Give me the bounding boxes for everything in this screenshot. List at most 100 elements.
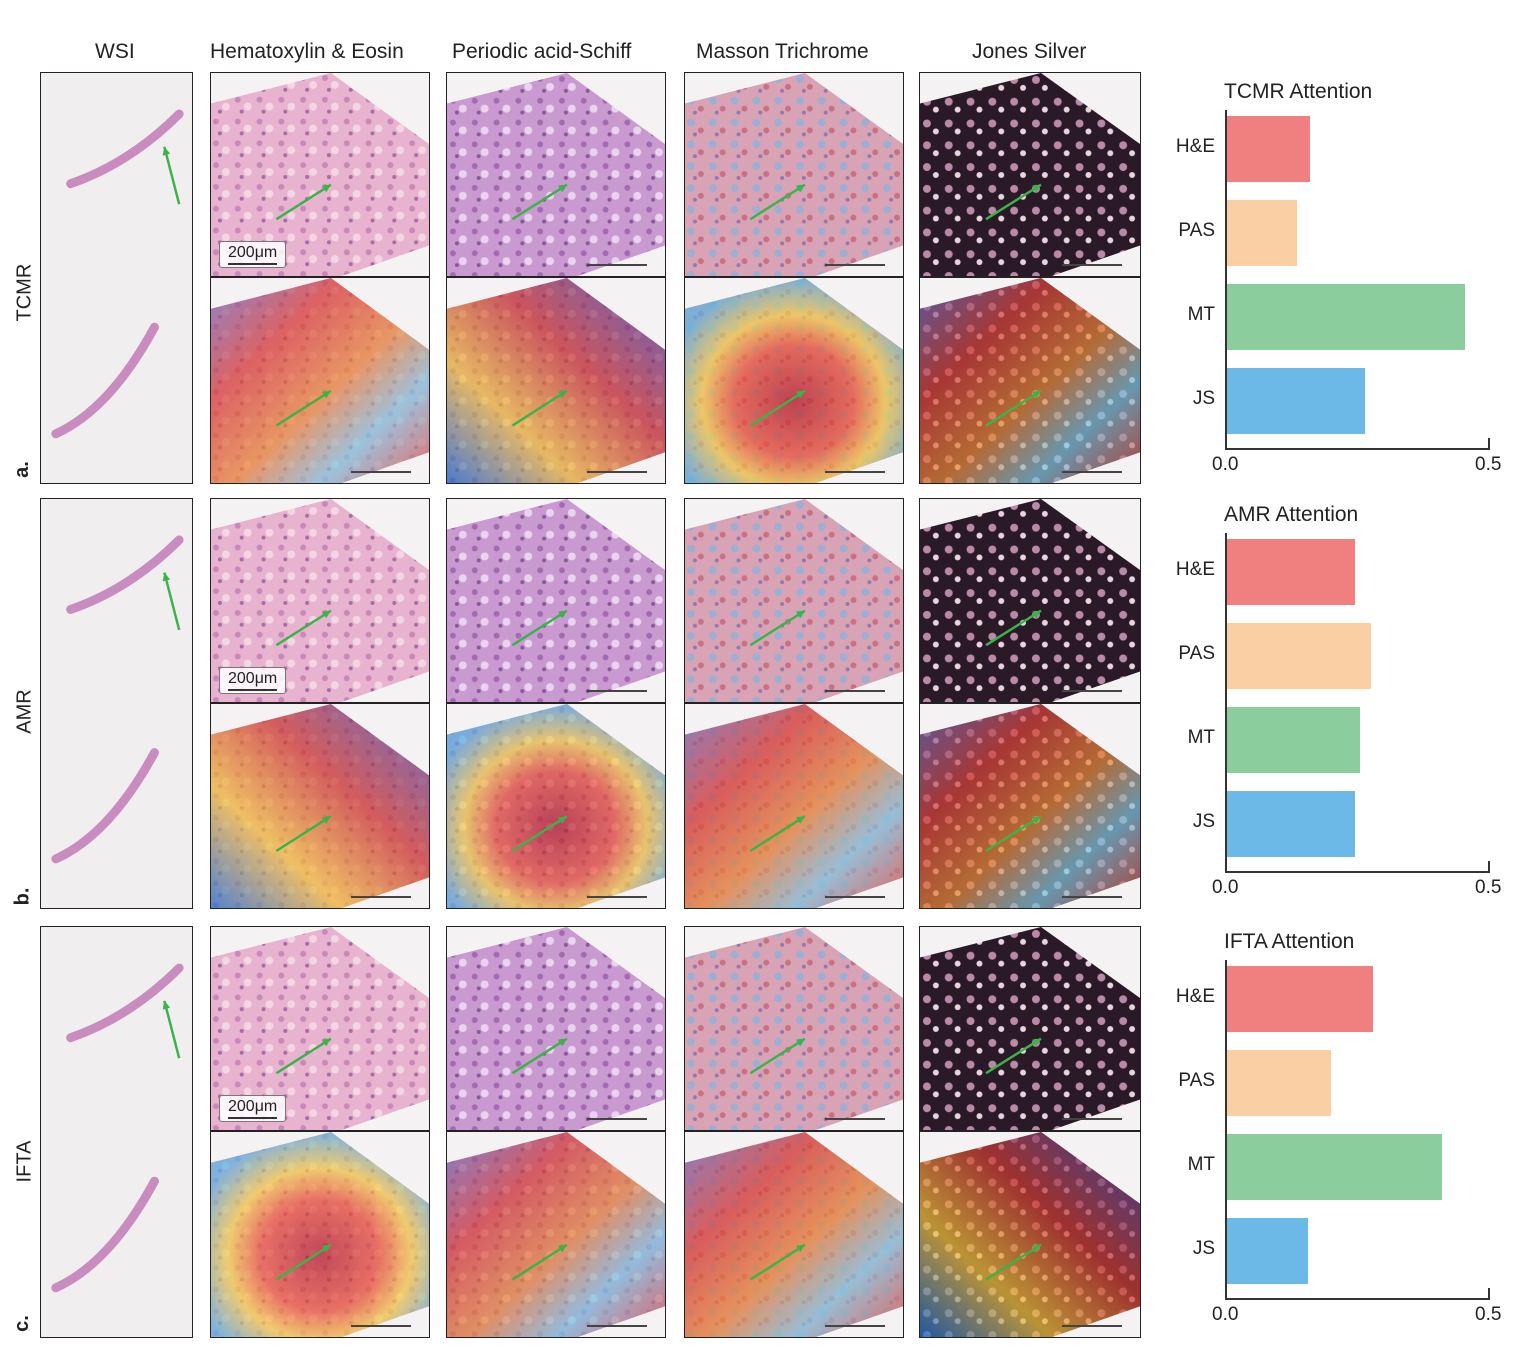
scale-bar-text: 200μm bbox=[228, 244, 278, 261]
js-tissue bbox=[920, 927, 1140, 1130]
x-axis bbox=[1225, 448, 1490, 450]
scale-bar-line bbox=[825, 264, 885, 266]
category-label: H&E bbox=[1175, 986, 1215, 1007]
scale-bar-line bbox=[825, 471, 885, 473]
x-tick-label: 0.5 bbox=[1475, 454, 1502, 475]
scale-bar-line bbox=[587, 471, 647, 473]
x-tick-label: 0.5 bbox=[1475, 1304, 1502, 1325]
he-stain-image: 200μm bbox=[210, 926, 430, 1131]
scale-bar-label: 200μm bbox=[219, 1095, 287, 1122]
js-stain-image bbox=[919, 72, 1141, 277]
wsi-thumbnail bbox=[40, 926, 193, 1338]
js-tissue bbox=[920, 499, 1140, 702]
annotation-arrow bbox=[275, 1243, 332, 1281]
panel-letter-c: c. bbox=[10, 1315, 33, 1332]
category-label: JS bbox=[1192, 1238, 1215, 1259]
annotation-arrow bbox=[985, 389, 1042, 427]
annotation-arrow bbox=[749, 183, 806, 221]
pas-tissue bbox=[447, 73, 665, 276]
annotation-arrow bbox=[275, 1037, 332, 1075]
scale-bar-line bbox=[228, 263, 278, 265]
he-tissue bbox=[211, 927, 429, 1130]
bar-mt bbox=[1226, 1134, 1442, 1200]
js-heatmap-overlay bbox=[920, 704, 1140, 908]
js-attention-heatmap bbox=[919, 277, 1141, 484]
annotation-arrow bbox=[985, 815, 1042, 852]
annotation-arrow bbox=[749, 1243, 806, 1281]
annotation-arrow bbox=[275, 609, 332, 647]
x-tick bbox=[1488, 861, 1490, 871]
mt-tissue bbox=[685, 73, 903, 276]
category-label: MT bbox=[1187, 304, 1215, 325]
he-heatmap-overlay bbox=[211, 1132, 429, 1337]
x-tick-label: 0.0 bbox=[1212, 454, 1239, 475]
category-label: JS bbox=[1192, 811, 1215, 832]
pas-attention-heatmap bbox=[446, 1131, 666, 1338]
column-header-he: Hematoxylin & Eosin bbox=[210, 40, 404, 63]
mt-heatmap-overlay bbox=[685, 704, 903, 908]
wsi-tissue-image bbox=[51, 535, 184, 864]
annotation-arrow bbox=[275, 389, 332, 427]
annotation-arrow bbox=[985, 183, 1042, 221]
annotation-arrow bbox=[162, 572, 181, 631]
pas-stain-image bbox=[446, 72, 666, 277]
js-attention-heatmap bbox=[919, 1131, 1141, 1338]
pas-attention-heatmap bbox=[446, 703, 666, 909]
js-stain-image bbox=[919, 926, 1141, 1131]
scale-bar-line bbox=[1062, 1118, 1122, 1120]
scale-bar-line bbox=[587, 1325, 647, 1327]
scale-bar-text: 200μm bbox=[228, 1098, 278, 1115]
chart-title: AMR Attention bbox=[1224, 503, 1359, 526]
category-label: H&E bbox=[1175, 559, 1215, 580]
mt-stain-image bbox=[684, 72, 904, 277]
bar-he bbox=[1226, 539, 1355, 605]
y-axis bbox=[1225, 110, 1227, 448]
row-label-tcmr: TCMR bbox=[13, 263, 36, 322]
bar-js bbox=[1226, 368, 1366, 434]
bar-pas bbox=[1226, 200, 1297, 266]
chart-title: IFTA Attention bbox=[1224, 930, 1355, 953]
bar-he bbox=[1226, 116, 1311, 182]
row-label-amr: AMR bbox=[13, 689, 36, 734]
x-axis bbox=[1225, 871, 1490, 873]
js-attention-heatmap bbox=[919, 703, 1141, 909]
he-heatmap-overlay bbox=[211, 278, 429, 483]
scale-bar-line bbox=[228, 689, 278, 691]
mt-attention-heatmap bbox=[684, 277, 904, 484]
mt-heatmap-overlay bbox=[685, 1132, 903, 1337]
js-heatmap-overlay bbox=[920, 278, 1140, 483]
scale-bar-label: 200μm bbox=[219, 667, 287, 694]
category-label: MT bbox=[1187, 727, 1215, 748]
column-header-mt: Masson Trichrome bbox=[696, 40, 869, 63]
pas-stain-image bbox=[446, 926, 666, 1131]
scale-bar-line bbox=[587, 690, 647, 692]
scale-bar-line bbox=[1062, 1325, 1122, 1327]
x-tick-label: 0.5 bbox=[1475, 877, 1502, 898]
scale-bar-line bbox=[351, 471, 411, 473]
bar-pas bbox=[1226, 623, 1371, 689]
column-header-js: Jones Silver bbox=[972, 40, 1087, 63]
mt-heatmap-overlay bbox=[685, 278, 903, 483]
he-stain-image: 200μm bbox=[210, 498, 430, 703]
wsi-tissue-image bbox=[51, 109, 184, 439]
scale-bar-line bbox=[1062, 264, 1122, 266]
annotation-arrow bbox=[749, 1037, 806, 1075]
pas-attention-heatmap bbox=[446, 277, 666, 484]
x-axis bbox=[1225, 1298, 1490, 1300]
annotation-arrow bbox=[275, 183, 332, 221]
js-heatmap-overlay bbox=[920, 1132, 1140, 1337]
x-tick bbox=[1225, 861, 1227, 871]
x-tick bbox=[1225, 1288, 1227, 1298]
scale-bar-line bbox=[587, 1118, 647, 1120]
y-axis bbox=[1225, 533, 1227, 871]
annotation-arrow bbox=[749, 815, 806, 852]
he-attention-heatmap bbox=[210, 703, 430, 909]
bar-js bbox=[1226, 1218, 1308, 1284]
scale-bar-line bbox=[587, 896, 647, 898]
annotation-arrow bbox=[749, 389, 806, 427]
mt-stain-image bbox=[684, 498, 904, 703]
mt-attention-heatmap bbox=[684, 703, 904, 909]
chart-title: TCMR Attention bbox=[1224, 80, 1373, 103]
pas-tissue bbox=[447, 927, 665, 1130]
scale-bar-line bbox=[1062, 896, 1122, 898]
